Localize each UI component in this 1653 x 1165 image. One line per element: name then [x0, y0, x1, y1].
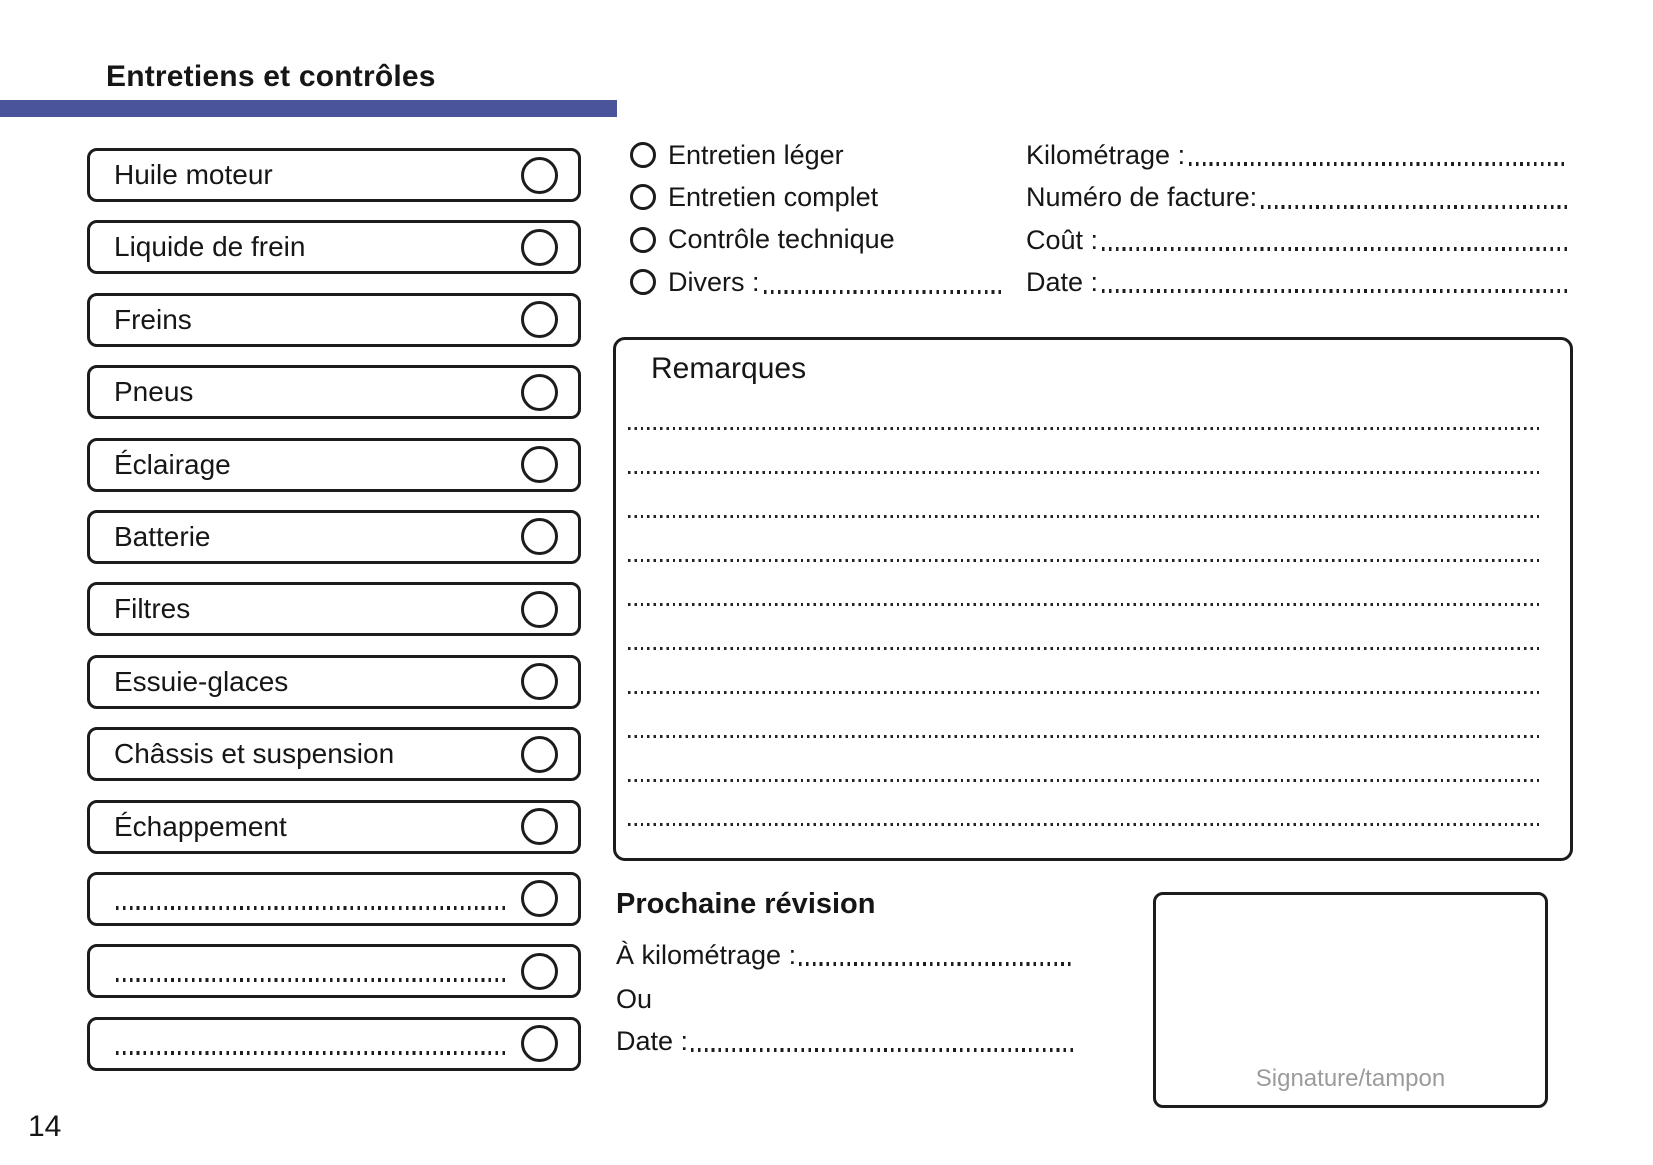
next-service-or-row: Ou [616, 978, 1073, 1018]
checklist-item: Liquide de frein [87, 220, 581, 275]
next-service-date-write-line[interactable] [691, 1048, 1073, 1052]
checklist-item [87, 871, 581, 926]
service-option-label: Entretien complet [668, 181, 879, 212]
remarks-line[interactable] [628, 694, 1540, 738]
service-option-row: Entretien complet [630, 176, 1005, 218]
checklist-item-label: Pneus [114, 376, 194, 408]
check-circle[interactable] [521, 301, 558, 339]
check-circle[interactable] [521, 446, 558, 484]
remarks-line[interactable] [628, 518, 1540, 562]
checklist-item: Essuie-glaces [87, 654, 581, 709]
invoice-field-label: Numéro de facture: [1026, 182, 1258, 213]
checklist-item: Huile moteur [87, 148, 581, 202]
invoice-field-write-line[interactable] [1189, 162, 1568, 167]
checklist-item-label: Batterie [114, 520, 211, 552]
next-service-km-label: À kilométrage : [616, 939, 797, 970]
check-circle[interactable] [521, 880, 558, 918]
next-service-or-label: Ou [616, 983, 653, 1014]
check-circle[interactable] [521, 808, 558, 846]
remarks-line[interactable] [628, 562, 1540, 606]
radio-circle[interactable] [630, 184, 656, 211]
remarks-lines [628, 386, 1540, 826]
checklist-item-label: Liquide de frein [114, 231, 306, 263]
invoice-field-row: Kilométrage : [1026, 134, 1568, 176]
remarks-line[interactable] [628, 738, 1540, 782]
invoice-field-write-line[interactable] [1102, 289, 1568, 294]
invoice-field-row: Coût : [1026, 219, 1568, 261]
invoice-fields: Kilométrage : Numéro de facture: Coût : … [1026, 134, 1568, 303]
checklist-item: Freins [87, 292, 581, 347]
check-circle[interactable] [521, 735, 558, 773]
service-option-row: Divers : [630, 261, 1005, 303]
radio-circle[interactable] [630, 269, 656, 296]
invoice-field-write-line[interactable] [1261, 204, 1568, 209]
checklist-item-label: Échappement [114, 810, 287, 842]
invoice-field-row: Date : [1026, 261, 1568, 303]
checklist-item: Filtres [87, 582, 581, 637]
checklist-item: Échappement [87, 799, 581, 854]
invoice-field-label: Date : [1026, 266, 1099, 297]
checklist-item [87, 1016, 581, 1071]
service-option-row: Contrôle technique [630, 219, 1005, 261]
checklist-item: Éclairage [87, 437, 581, 492]
service-option-label: Divers : [668, 266, 760, 297]
check-circle[interactable] [521, 952, 558, 990]
service-option-label: Entretien léger [668, 139, 844, 170]
service-type-options: Entretien léger Entretien complet Contrô… [630, 134, 1005, 303]
remarks-title: Remarques [651, 352, 807, 385]
remarks-line[interactable] [628, 386, 1540, 430]
check-circle[interactable] [521, 518, 558, 556]
check-circle[interactable] [521, 663, 558, 701]
checklist-blank-write-line[interactable] [116, 1050, 507, 1055]
page-number: 14 [28, 1110, 62, 1143]
remarks-line[interactable] [628, 782, 1540, 826]
checklist-blank-write-line[interactable] [116, 978, 507, 983]
checklist-item-label: Éclairage [114, 448, 231, 480]
invoice-field-label: Coût : [1026, 224, 1099, 255]
check-circle[interactable] [521, 373, 558, 411]
next-service-title: Prochaine révision [616, 888, 876, 920]
checklist-item-label: Essuie-glaces [114, 665, 289, 697]
remarks-box: Remarques [613, 337, 1573, 861]
invoice-field-label: Kilométrage : [1026, 139, 1186, 170]
service-option-row: Entretien léger [630, 134, 1005, 176]
checklist-item [87, 944, 581, 999]
remarks-line[interactable] [628, 606, 1540, 650]
checklist-item-label: Freins [114, 303, 192, 335]
next-service-date-label: Date : [616, 1025, 689, 1056]
checklist-item: Pneus [87, 365, 581, 420]
checklist-item: Batterie [87, 509, 581, 564]
check-circle[interactable] [521, 1025, 558, 1063]
remarks-line[interactable] [628, 430, 1540, 474]
check-circle[interactable] [521, 156, 558, 194]
next-service-date-row: Date : [616, 1020, 1073, 1060]
check-circle[interactable] [521, 590, 558, 628]
checklist-item-label: Châssis et suspension [114, 738, 395, 770]
check-circle[interactable] [521, 228, 558, 266]
remarks-line[interactable] [628, 650, 1540, 694]
service-option-label: Contrôle technique [668, 224, 895, 255]
checklist-item: Châssis et suspension [87, 727, 581, 782]
radio-circle[interactable] [630, 226, 656, 253]
next-service-km-row: À kilométrage : [616, 934, 1073, 974]
checklist-blank-write-line[interactable] [116, 905, 507, 910]
signature-box[interactable]: Signature/tampon [1153, 892, 1548, 1108]
divers-write-line[interactable] [763, 290, 1005, 295]
title-underline-bar [0, 100, 617, 117]
remarks-line[interactable] [628, 474, 1540, 518]
checklist: Huile moteur Liquide de frein Freins Pne… [87, 148, 581, 1071]
radio-circle[interactable] [630, 142, 656, 169]
page-title: Entretiens et contrôles [106, 60, 436, 93]
checklist-item-label: Filtres [114, 593, 191, 625]
next-service-km-write-line[interactable] [799, 962, 1073, 966]
checklist-item-label: Huile moteur [114, 159, 273, 190]
signature-label: Signature/tampon [1255, 1065, 1446, 1092]
invoice-field-row: Numéro de facture: [1026, 176, 1568, 218]
invoice-field-write-line[interactable] [1102, 246, 1568, 251]
